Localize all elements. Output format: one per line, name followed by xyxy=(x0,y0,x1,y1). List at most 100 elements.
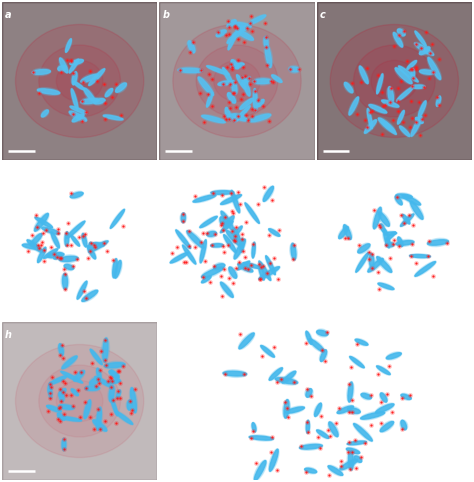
Ellipse shape xyxy=(70,192,83,198)
Ellipse shape xyxy=(368,253,375,269)
Ellipse shape xyxy=(221,211,234,231)
Text: d: d xyxy=(5,170,12,180)
Ellipse shape xyxy=(397,28,406,37)
Ellipse shape xyxy=(214,264,225,269)
Ellipse shape xyxy=(258,265,265,281)
Ellipse shape xyxy=(371,60,418,102)
Ellipse shape xyxy=(110,396,118,416)
Ellipse shape xyxy=(380,224,385,232)
Ellipse shape xyxy=(257,99,264,107)
Ellipse shape xyxy=(354,456,362,462)
Ellipse shape xyxy=(436,96,441,107)
Ellipse shape xyxy=(410,254,430,257)
Ellipse shape xyxy=(35,214,48,231)
Ellipse shape xyxy=(115,260,121,278)
Ellipse shape xyxy=(109,386,114,402)
Ellipse shape xyxy=(182,245,196,264)
Ellipse shape xyxy=(202,115,225,123)
Ellipse shape xyxy=(104,362,126,369)
Ellipse shape xyxy=(228,93,236,103)
Ellipse shape xyxy=(110,396,118,415)
Ellipse shape xyxy=(376,256,392,273)
Ellipse shape xyxy=(415,117,424,124)
Ellipse shape xyxy=(245,203,259,223)
Ellipse shape xyxy=(250,114,271,122)
Ellipse shape xyxy=(269,368,283,380)
Ellipse shape xyxy=(411,117,422,136)
Ellipse shape xyxy=(223,371,246,376)
Ellipse shape xyxy=(367,108,372,129)
Ellipse shape xyxy=(354,455,362,463)
Ellipse shape xyxy=(309,338,325,352)
Ellipse shape xyxy=(71,235,80,246)
Ellipse shape xyxy=(317,330,328,336)
Ellipse shape xyxy=(62,438,66,451)
Ellipse shape xyxy=(198,77,213,95)
Ellipse shape xyxy=(70,58,84,66)
Ellipse shape xyxy=(90,377,100,385)
Ellipse shape xyxy=(305,420,310,434)
Ellipse shape xyxy=(97,407,101,430)
Ellipse shape xyxy=(236,29,254,41)
Ellipse shape xyxy=(237,263,253,273)
Ellipse shape xyxy=(347,450,355,470)
Ellipse shape xyxy=(397,237,403,247)
Ellipse shape xyxy=(378,118,395,133)
Ellipse shape xyxy=(82,290,98,301)
Ellipse shape xyxy=(51,231,60,248)
Ellipse shape xyxy=(254,460,267,481)
Ellipse shape xyxy=(47,382,52,394)
Ellipse shape xyxy=(374,207,381,229)
Ellipse shape xyxy=(410,201,424,220)
Ellipse shape xyxy=(110,370,120,382)
Ellipse shape xyxy=(353,423,373,442)
Ellipse shape xyxy=(196,45,278,117)
Ellipse shape xyxy=(47,252,64,259)
Ellipse shape xyxy=(388,87,393,103)
Ellipse shape xyxy=(227,19,237,28)
Ellipse shape xyxy=(201,276,211,283)
Ellipse shape xyxy=(257,99,264,107)
Ellipse shape xyxy=(236,25,247,32)
Ellipse shape xyxy=(398,66,419,82)
Ellipse shape xyxy=(178,67,203,74)
Ellipse shape xyxy=(393,32,402,47)
Ellipse shape xyxy=(231,190,240,213)
Ellipse shape xyxy=(92,242,104,246)
Ellipse shape xyxy=(283,399,291,418)
Ellipse shape xyxy=(228,114,239,120)
Ellipse shape xyxy=(225,107,230,120)
Ellipse shape xyxy=(234,226,242,236)
Ellipse shape xyxy=(381,120,397,135)
Ellipse shape xyxy=(402,214,410,224)
Ellipse shape xyxy=(395,196,402,205)
Ellipse shape xyxy=(107,379,121,385)
Ellipse shape xyxy=(382,100,399,107)
Ellipse shape xyxy=(271,74,283,83)
Ellipse shape xyxy=(94,99,105,104)
Ellipse shape xyxy=(87,246,96,259)
Ellipse shape xyxy=(70,106,87,114)
Ellipse shape xyxy=(415,262,436,276)
Ellipse shape xyxy=(53,252,62,260)
Ellipse shape xyxy=(234,106,251,122)
Ellipse shape xyxy=(220,194,242,205)
Ellipse shape xyxy=(319,349,328,362)
Ellipse shape xyxy=(47,405,61,412)
Ellipse shape xyxy=(71,89,78,109)
Ellipse shape xyxy=(378,283,394,290)
Ellipse shape xyxy=(233,21,252,28)
Ellipse shape xyxy=(369,105,387,113)
Ellipse shape xyxy=(59,405,74,409)
Ellipse shape xyxy=(70,106,87,114)
Ellipse shape xyxy=(73,370,85,382)
Ellipse shape xyxy=(243,263,261,268)
Ellipse shape xyxy=(364,119,377,134)
Ellipse shape xyxy=(89,376,100,386)
Ellipse shape xyxy=(236,74,246,90)
Ellipse shape xyxy=(66,221,85,238)
Ellipse shape xyxy=(128,400,131,410)
Ellipse shape xyxy=(284,400,289,418)
Ellipse shape xyxy=(30,233,43,246)
Ellipse shape xyxy=(103,338,108,362)
